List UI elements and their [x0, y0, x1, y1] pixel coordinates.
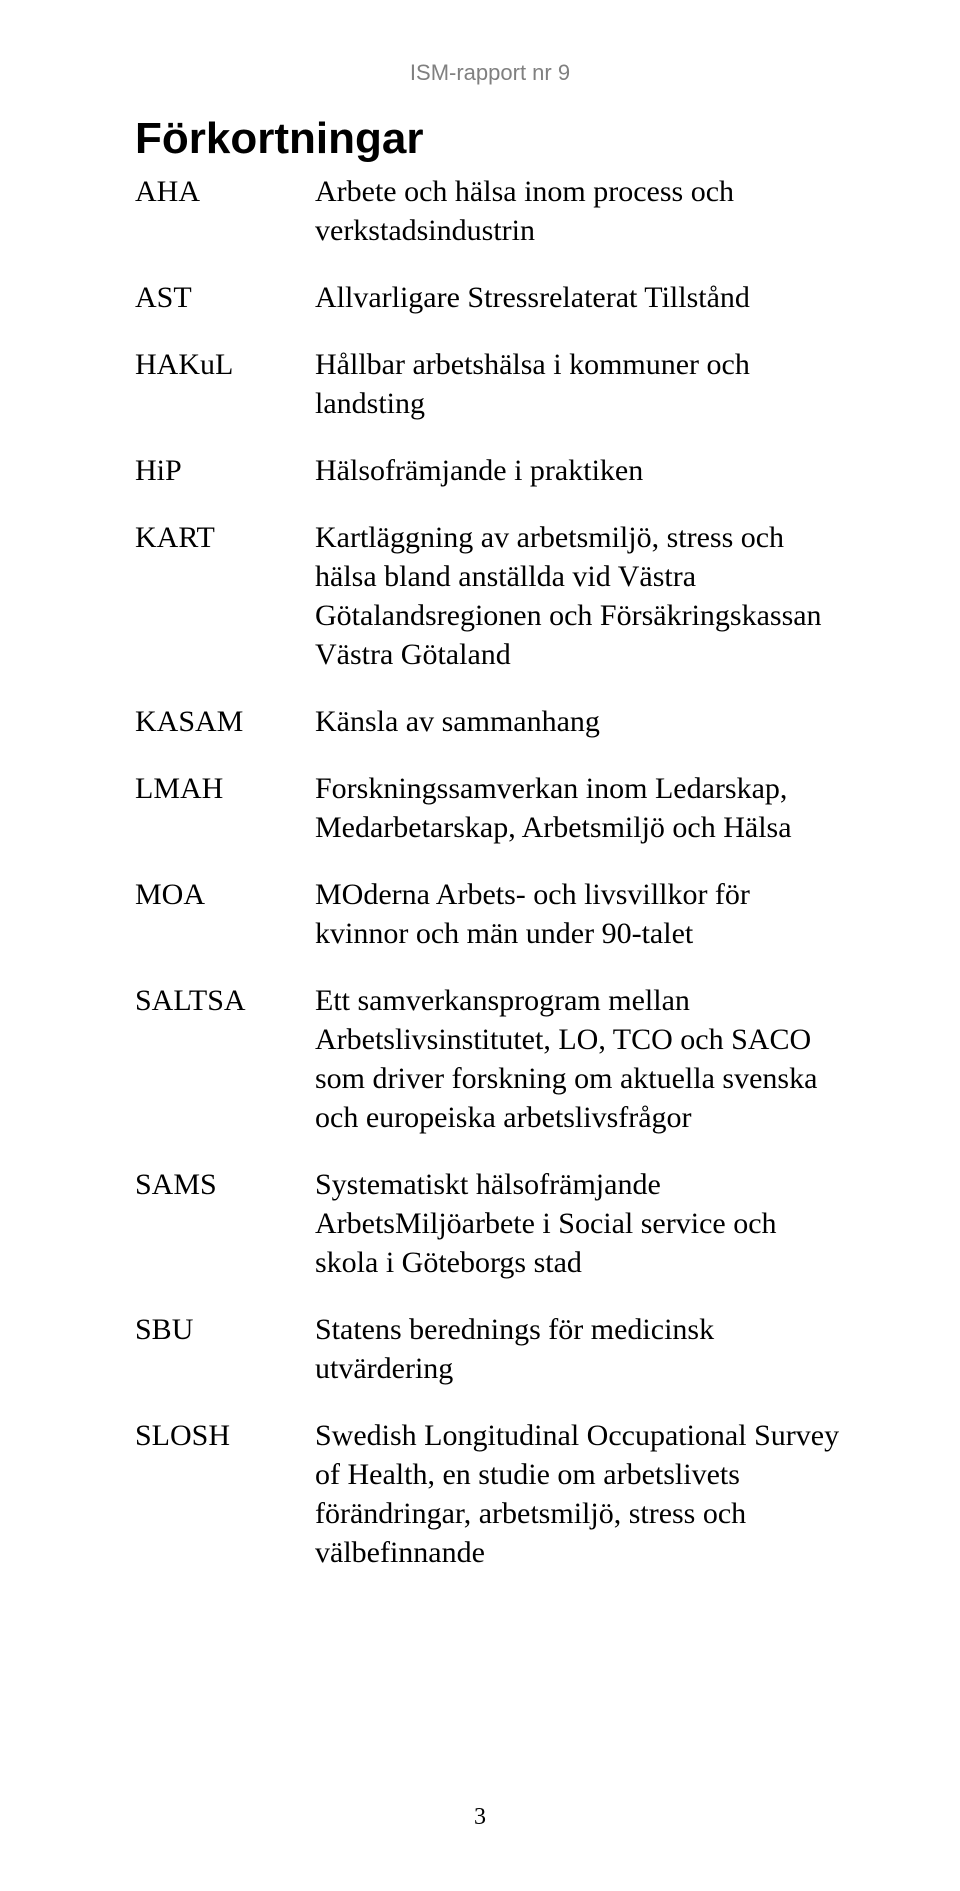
abbreviation-entry: SAMSSystematiskt hälsofrämjande ArbetsMi… [135, 1165, 845, 1282]
abbreviation-term: AST [135, 278, 315, 317]
abbreviation-term: KART [135, 518, 315, 557]
abbreviation-definition: Hållbar arbetshälsa i kommuner och lands… [315, 345, 845, 423]
abbreviation-definition: Statens berednings för medicinsk utvärde… [315, 1310, 845, 1388]
abbreviation-definition: MOderna Arbets- och livsvillkor för kvin… [315, 875, 845, 953]
abbreviation-entry: SALTSAEtt samverkansprogram mellan Arbet… [135, 981, 845, 1137]
abbreviation-list: AHAArbete och hälsa inom process och ver… [135, 172, 845, 1572]
abbreviation-term: MOA [135, 875, 315, 914]
abbreviation-entry: ASTAllvarligare Stressrelaterat Tillstån… [135, 278, 845, 317]
abbreviation-term: SALTSA [135, 981, 315, 1020]
report-header: ISM-rapport nr 9 [135, 60, 845, 86]
abbreviation-term: SLOSH [135, 1416, 315, 1455]
abbreviation-entry: LMAHForskningssamverkan inom Ledarskap, … [135, 769, 845, 847]
abbreviation-definition: Arbete och hälsa inom process och verkst… [315, 172, 845, 250]
abbreviation-entry: SBUStatens berednings för medicinsk utvä… [135, 1310, 845, 1388]
abbreviation-definition: Allvarligare Stressrelaterat Tillstånd [315, 278, 845, 317]
abbreviation-definition: Hälsofrämjande i praktiken [315, 451, 845, 490]
page-number: 3 [0, 1804, 960, 1831]
abbreviation-definition: Ett samverkansprogram mellan Arbetslivsi… [315, 981, 845, 1137]
abbreviation-term: SBU [135, 1310, 315, 1349]
abbreviation-entry: KARTKartläggning av arbetsmiljö, stress … [135, 518, 845, 674]
abbreviation-entry: AHAArbete och hälsa inom process och ver… [135, 172, 845, 250]
abbreviation-term: KASAM [135, 702, 315, 741]
document-page: ISM-rapport nr 9 Förkortningar AHAArbete… [0, 0, 960, 1572]
abbreviation-definition: Swedish Longitudinal Occupational Survey… [315, 1416, 845, 1572]
abbreviation-entry: HiPHälsofrämjande i praktiken [135, 451, 845, 490]
page-title: Förkortningar [135, 114, 845, 164]
abbreviation-entry: KASAMKänsla av sammanhang [135, 702, 845, 741]
abbreviation-definition: Kartläggning av arbetsmiljö, stress och … [315, 518, 845, 674]
abbreviation-term: HiP [135, 451, 315, 490]
abbreviation-entry: HAKuLHållbar arbetshälsa i kommuner och … [135, 345, 845, 423]
abbreviation-definition: Känsla av sammanhang [315, 702, 845, 741]
abbreviation-term: HAKuL [135, 345, 315, 384]
abbreviation-term: SAMS [135, 1165, 315, 1204]
abbreviation-definition: Systematiskt hälsofrämjande ArbetsMiljöa… [315, 1165, 845, 1282]
abbreviation-definition: Forskningssamverkan inom Ledarskap, Meda… [315, 769, 845, 847]
abbreviation-entry: SLOSHSwedish Longitudinal Occupational S… [135, 1416, 845, 1572]
abbreviation-term: LMAH [135, 769, 315, 808]
abbreviation-entry: MOAMOderna Arbets- och livsvillkor för k… [135, 875, 845, 953]
abbreviation-term: AHA [135, 172, 315, 211]
